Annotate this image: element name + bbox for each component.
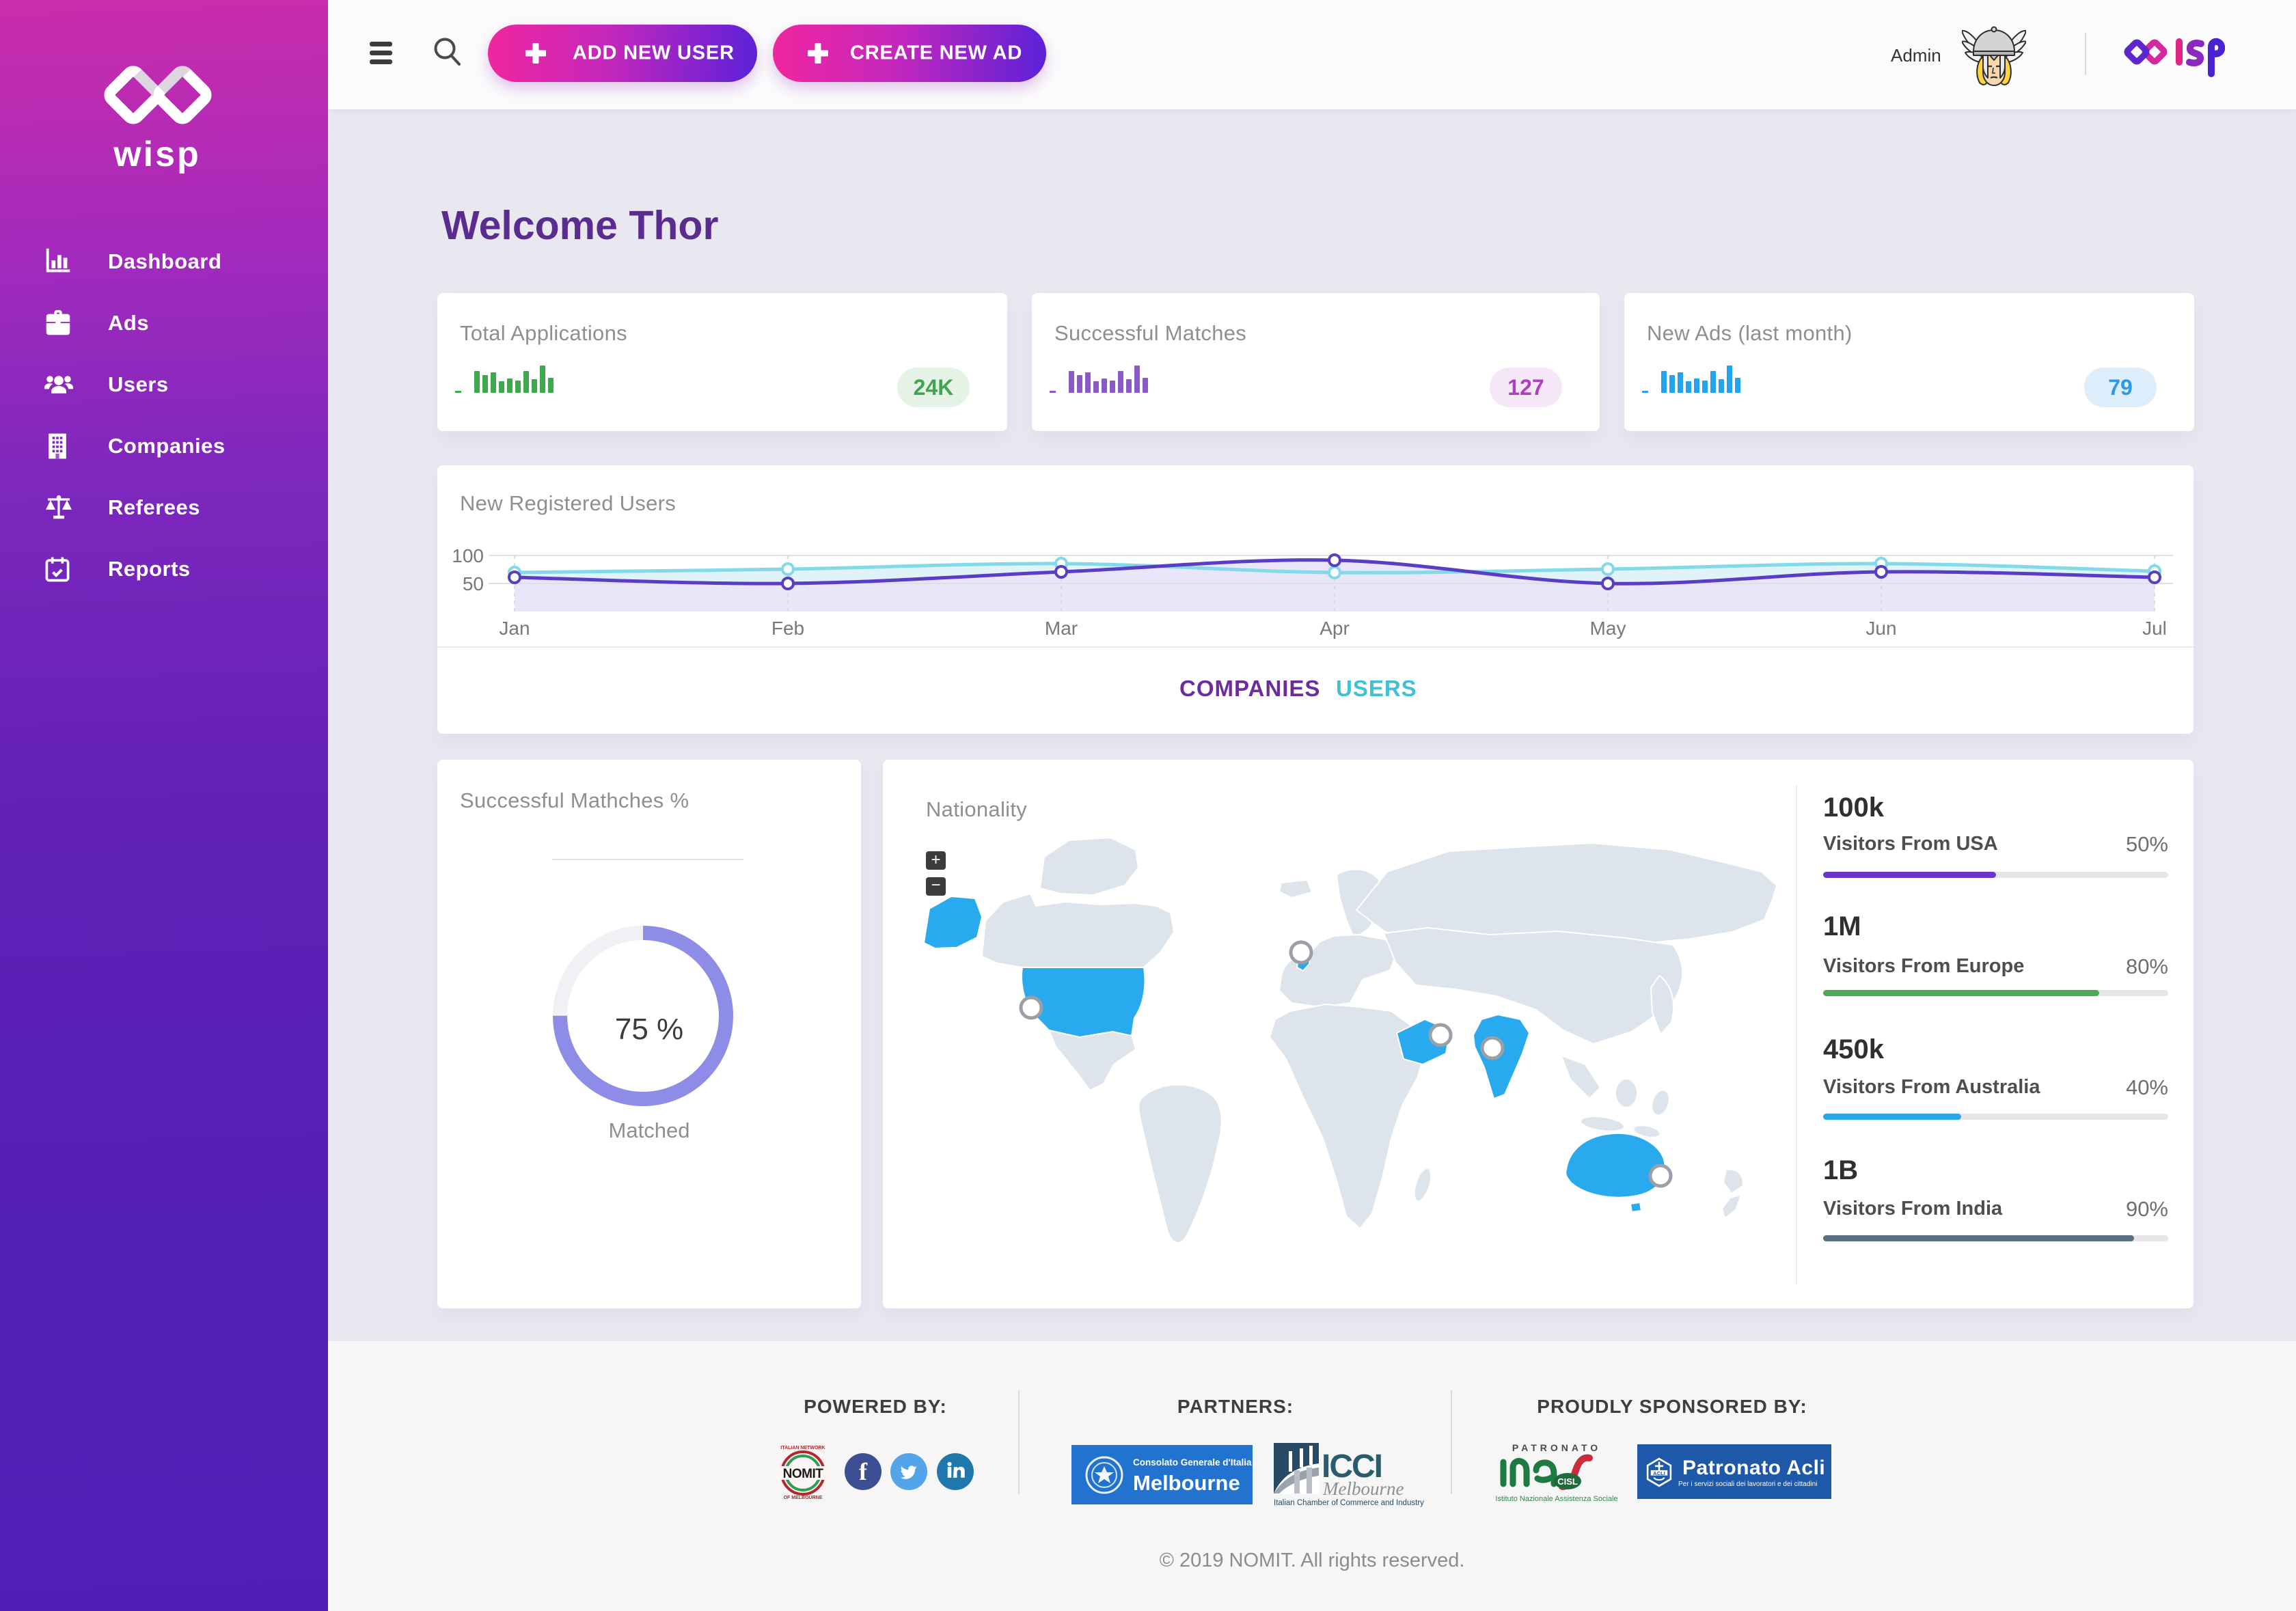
svg-text:OF MELBOURNE: OF MELBOURNE (784, 1496, 823, 1500)
svg-text:Istituto Nazionale Assistenza: Istituto Nazionale Assistenza Sociale (1495, 1495, 1617, 1503)
svg-text:May: May (1590, 618, 1626, 639)
svg-text:Melbourne: Melbourne (1322, 1478, 1404, 1499)
svg-text:ACLI: ACLI (1653, 1470, 1665, 1476)
svg-text:NOMIT: NOMIT (783, 1467, 824, 1481)
svg-text:ICCI: ICCI (1322, 1448, 1382, 1485)
svg-text:Italian Chamber of Commerce an: Italian Chamber of Commerce and Industry (1274, 1499, 1424, 1507)
svg-text:Mar: Mar (1045, 618, 1078, 639)
svg-text:50: 50 (463, 573, 484, 594)
svg-text:ITALIAN NETWORK: ITALIAN NETWORK (780, 1446, 825, 1450)
svg-text:Jan: Jan (499, 618, 530, 639)
svg-text:USERS: USERS (1336, 676, 1417, 701)
svg-text:Apr: Apr (1320, 618, 1350, 639)
svg-text:100: 100 (452, 545, 484, 566)
svg-text:Jun: Jun (1866, 618, 1896, 639)
svg-text:PATRONATO: PATRONATO (1512, 1442, 1601, 1453)
svg-text:COMPANIES: COMPANIES (1179, 676, 1320, 701)
svg-text:Feb: Feb (771, 618, 804, 639)
svg-text:Jul: Jul (2142, 618, 2167, 639)
svg-text:CISL: CISL (1557, 1476, 1578, 1487)
